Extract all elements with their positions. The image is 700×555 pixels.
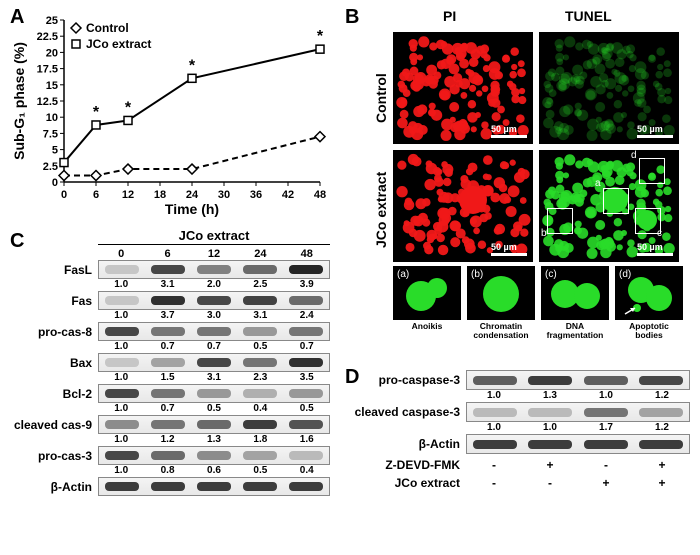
blot-strip: [466, 434, 690, 454]
blot-label: cleaved cas-9: [10, 418, 98, 432]
svg-text:JCo extract: JCo extract: [86, 37, 151, 51]
inset-d-box: [639, 158, 665, 184]
thumb-caption: Anoikis: [393, 322, 461, 331]
blot-strip: [98, 260, 330, 279]
svg-text:42: 42: [282, 189, 294, 201]
condition-label: JCo extract: [345, 476, 466, 490]
blot-label: Bcl-2: [10, 387, 98, 401]
thumb-c: (c): [541, 266, 609, 320]
svg-text:48: 48: [314, 189, 326, 201]
svg-text:0: 0: [61, 189, 67, 201]
svg-text:*: *: [93, 104, 100, 121]
svg-text:*: *: [125, 99, 132, 116]
blot-label: β-Actin: [345, 437, 466, 451]
thumb-b: (b): [467, 266, 535, 320]
svg-text:*: *: [189, 57, 196, 74]
blot-label: FasL: [10, 263, 98, 277]
col-label-tunel: TUNEL: [565, 8, 612, 24]
blot-strip: [98, 322, 330, 341]
blot-label: Fas: [10, 294, 98, 308]
svg-text:20: 20: [46, 47, 58, 59]
micro-control-pi: 50 µm: [393, 32, 533, 144]
blot-label: Bax: [10, 356, 98, 370]
panel-c-blots: JCo extract 06122448 FasL1.03.12.02.53.9…: [10, 228, 330, 548]
inset-c-lbl: c: [657, 228, 662, 239]
blot-label: cleaved caspase-3: [345, 405, 466, 419]
micro-jco-tunel: a b c d 50 µm: [539, 150, 679, 262]
blot-strip: [98, 415, 330, 434]
inset-b-box: [547, 208, 573, 234]
svg-text:5: 5: [52, 145, 58, 157]
scale-bar: 50 µm: [637, 242, 673, 256]
scale-bar: 50 µm: [491, 124, 527, 138]
svg-text:Control: Control: [86, 21, 129, 35]
blot-strip: [98, 353, 330, 372]
condition-label: Z-DEVD-FMK: [345, 458, 466, 472]
thumb-d: (d): [615, 266, 683, 320]
svg-text:7.5: 7.5: [43, 128, 58, 140]
blot-label: pro-caspase-3: [345, 373, 466, 387]
svg-text:30: 30: [218, 189, 230, 201]
inset-b-lbl: b: [541, 228, 547, 239]
blot-strip: [466, 370, 690, 390]
thumb-a: (a): [393, 266, 461, 320]
blot-strip: [466, 402, 690, 422]
svg-text:Time (h): Time (h): [165, 201, 219, 217]
svg-text:*: *: [317, 28, 324, 45]
scale-bar: 50 µm: [637, 124, 673, 138]
col-label-pi: PI: [443, 8, 456, 24]
thumb-row: (a) Anoikis (b) Chromatin condensation (c) DN…: [393, 266, 683, 341]
svg-text:25: 25: [46, 15, 58, 27]
blot-strip: [98, 446, 330, 465]
blot-label: β-Actin: [10, 480, 98, 494]
micro-control-tunel: 50 µm: [539, 32, 679, 144]
svg-text:18: 18: [154, 189, 166, 201]
svg-text:10: 10: [46, 112, 58, 124]
thumb-caption: Apoptotic bodies: [615, 322, 683, 341]
inset-d-lbl: d: [631, 150, 637, 161]
svg-text:24: 24: [186, 189, 199, 201]
inset-a-box: [603, 188, 629, 214]
panel-b-images: PI TUNEL Control JCo extract 50 µm 50 µm…: [345, 8, 690, 338]
svg-text:15: 15: [46, 80, 58, 92]
panel-d-blots: pro-caspase-31.01.31.01.2cleaved caspase…: [345, 370, 690, 550]
blot-strip: [98, 384, 330, 403]
inset-a-lbl: a: [595, 178, 601, 189]
panel-c-timebar: 06122448: [98, 248, 330, 260]
blot-label: pro-cas-3: [10, 449, 98, 463]
svg-text:17.5: 17.5: [37, 64, 58, 76]
blot-strip: [98, 291, 330, 310]
blot-strip: [98, 477, 330, 496]
blot-label: pro-cas-8: [10, 325, 98, 339]
thumb-caption: DNA fragmentation: [541, 322, 609, 341]
svg-text:2.5: 2.5: [43, 161, 58, 173]
row-label-jco: JCo extract: [373, 160, 389, 260]
svg-text:6: 6: [93, 189, 99, 201]
svg-text:12.5: 12.5: [37, 96, 58, 108]
row-label-control: Control: [373, 53, 389, 143]
micro-jco-pi: 50 µm: [393, 150, 533, 262]
svg-text:22.5: 22.5: [37, 31, 58, 43]
scale-bar: 50 µm: [491, 242, 527, 256]
svg-text:12: 12: [122, 189, 134, 201]
svg-text:Sub-G₁ phase (%): Sub-G₁ phase (%): [11, 42, 27, 160]
panel-a-chart: 0 2.5 5 7.5 10 12.5 15 17.5 20 22.5 25 0 6 12 18 24 30 36…: [10, 8, 330, 218]
thumb-caption: Chromatin condensation: [467, 322, 535, 341]
svg-text:0: 0: [52, 177, 58, 189]
svg-text:36: 36: [250, 189, 262, 201]
panel-c-title: JCo extract: [98, 228, 330, 243]
